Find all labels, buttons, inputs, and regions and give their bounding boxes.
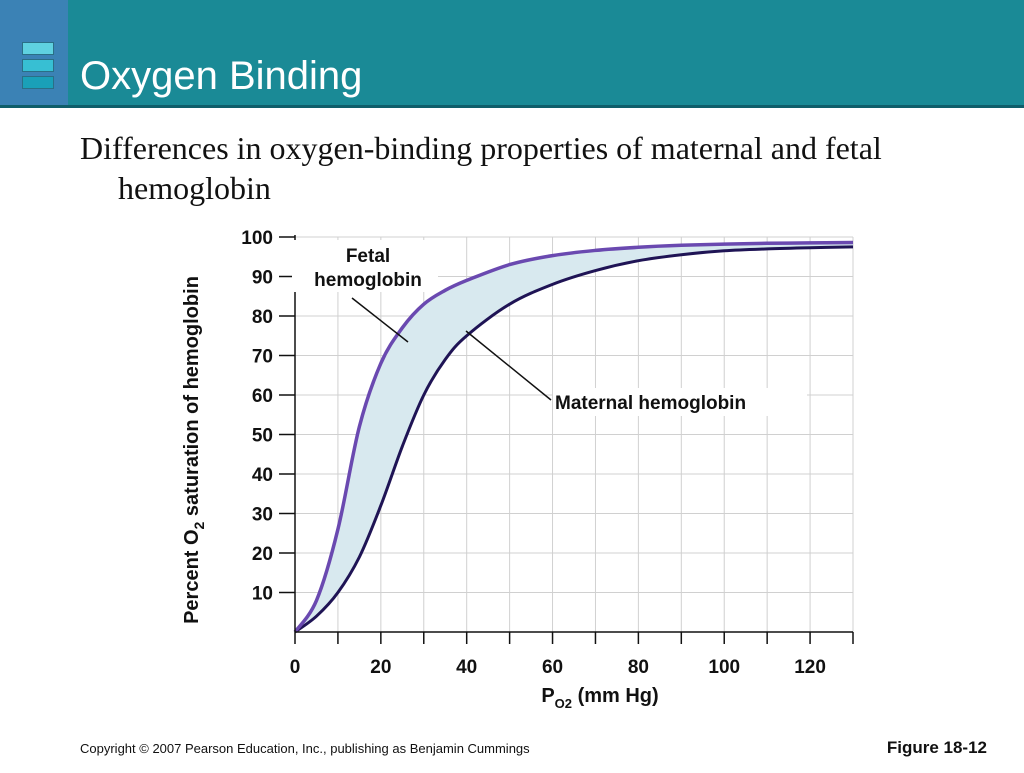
fill-between-curves xyxy=(295,242,853,632)
copyright-text: Copyright © 2007 Pearson Education, Inc.… xyxy=(80,741,530,756)
slide-subtitle: Differences in oxygen-binding properties… xyxy=(80,130,882,206)
y-tick-label: 90 xyxy=(252,268,273,289)
title-divider xyxy=(0,105,1024,108)
x-tick-label: 80 xyxy=(628,657,649,678)
ticks-layer: 10 20 30 40 50 60 70 80 90 100 0 20 40 60 80 100 120 xyxy=(241,228,854,678)
y-axis-label-rest: saturation of hemoglobin xyxy=(181,276,203,516)
x-tick-label: 40 xyxy=(456,657,477,678)
axes-layer xyxy=(294,235,853,633)
x-tick-label: 100 xyxy=(708,657,740,678)
svg-text:Percent O2 saturation of hemog: Percent O2 saturation of hemoglobin xyxy=(181,276,207,624)
fetal-leader-line xyxy=(351,297,409,343)
y-tick-label: 80 xyxy=(252,307,273,328)
stacked-bars-icon xyxy=(22,42,54,94)
maternal-annotation-bg xyxy=(553,388,807,416)
y-tick-label: 50 xyxy=(252,426,273,447)
y-axis-label-subscript: 2 xyxy=(191,521,207,529)
y-tick-label: 100 xyxy=(241,228,273,249)
x-tick-label: 120 xyxy=(794,657,826,678)
x-tick-label: 60 xyxy=(542,657,563,678)
x-tick-label: 20 xyxy=(370,657,391,678)
maternal-annotation-text: Maternal hemoglobin xyxy=(555,393,746,414)
slide-title: Oxygen Binding xyxy=(80,54,363,98)
y-tick-label: 30 xyxy=(252,505,273,526)
figure-number: Figure 18-12 xyxy=(886,738,987,757)
y-axis-label-main: Percent O xyxy=(181,529,203,623)
x-axis-label-unit: (mm Hg) xyxy=(578,685,659,707)
fetal-annotation-line2: hemoglobin xyxy=(314,270,422,291)
fetal-annotation-bg xyxy=(292,240,438,292)
title-bar xyxy=(0,0,1024,105)
series-line-fetal-hemoglobin xyxy=(293,240,854,634)
grid-layer xyxy=(295,236,854,632)
y-axis-label: Percent O2 saturation of hemoglobin xyxy=(181,276,207,624)
maternal-leader-line xyxy=(465,330,552,401)
series-line-maternal-hemoglobin xyxy=(294,245,854,634)
y-tick-label: 70 xyxy=(252,347,273,368)
y-tick-label: 20 xyxy=(252,544,273,565)
x-axis-label-subscript: O2 xyxy=(555,696,572,711)
series-layer xyxy=(293,240,854,634)
x-axis-label-main: P xyxy=(541,685,554,707)
x-tick-label: 0 xyxy=(290,657,301,678)
y-tick-label: 10 xyxy=(252,584,273,605)
fetal-annotation-line1: Fetal xyxy=(346,246,390,267)
y-tick-label: 60 xyxy=(252,386,273,407)
x-axis-label: PO2 (mm Hg) xyxy=(541,685,658,711)
y-tick-label: 40 xyxy=(252,465,273,486)
